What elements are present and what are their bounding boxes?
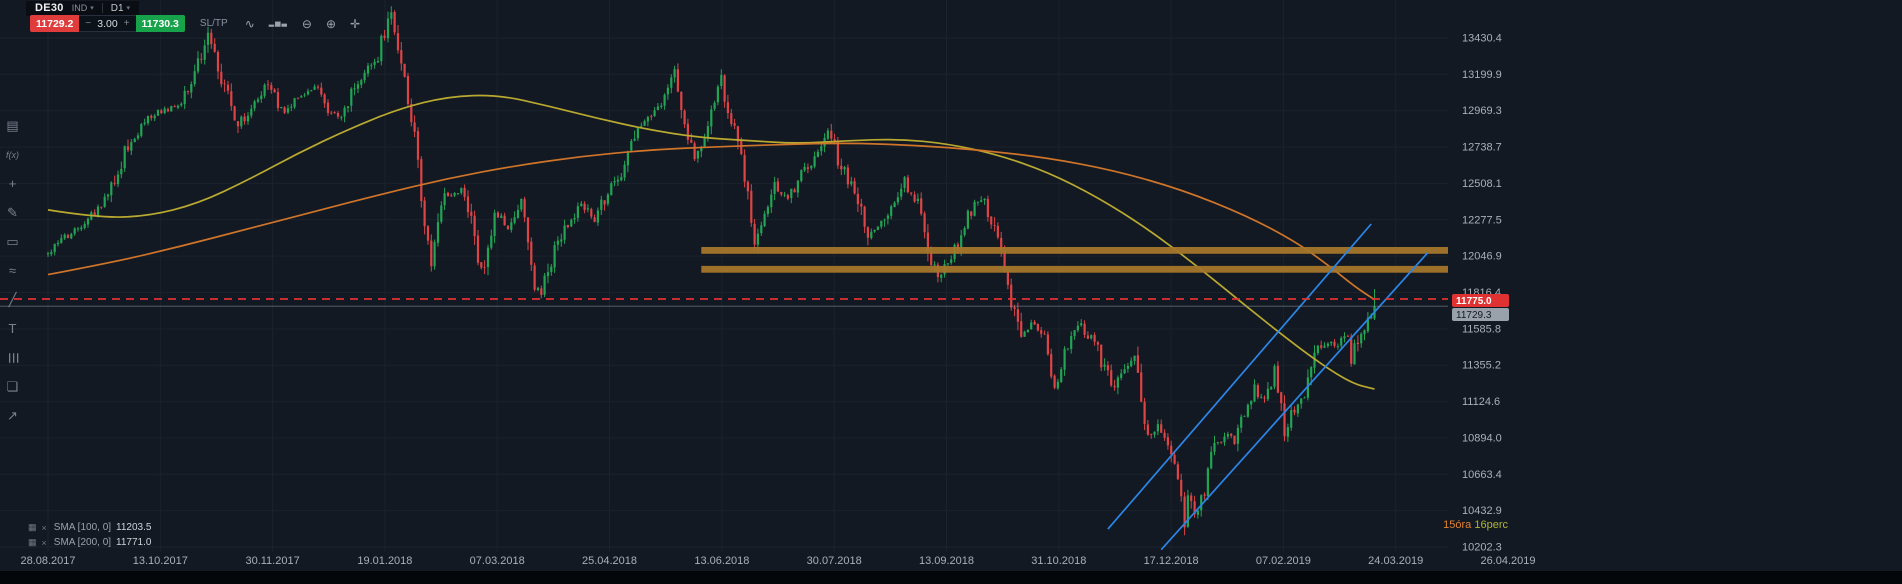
shapes-icon[interactable]: ▭ [6,234,19,249]
indicator-settings-icon[interactable]: ▦ [28,522,37,532]
panels-icon[interactable]: ▤ [6,118,19,133]
trendline-tool-icon[interactable]: ╱ [8,292,17,307]
chevron-down-icon: ▾ [90,5,94,12]
draw-pencil-icon[interactable]: ✎ [7,205,18,220]
text-tool-icon[interactable]: T [8,321,17,336]
svg-text:11124.6: 11124.6 [1462,396,1500,408]
svg-text:11775.0: 11775.0 [1456,296,1492,307]
svg-text:13.06.2018: 13.06.2018 [694,555,749,567]
add-instrument-icon[interactable]: + [8,176,17,191]
svg-text:12738.7: 12738.7 [1462,142,1502,154]
symbol-bar: DE30 IND ▾ D1 ▾ [26,1,140,16]
svg-text:25.04.2018: 25.04.2018 [582,555,637,567]
svg-text:12277.5: 12277.5 [1462,214,1502,226]
indicator-label: SMA [100, 0] [53,522,112,533]
svg-text:11729.3: 11729.3 [1456,310,1492,321]
svg-text:30.11.2017: 30.11.2017 [245,555,299,567]
wave-pattern-icon[interactable]: ≈ [8,263,17,278]
svg-text:19.01.2018: 19.01.2018 [357,555,412,567]
sell-button[interactable]: 11729.2 [30,15,80,32]
divider [101,3,103,13]
svg-text:07.02.2019: 07.02.2019 [1256,555,1311,567]
indicator-legend-row: ▦ × SMA [100, 0] 11203.5 [28,520,151,535]
svg-text:31.10.2018: 31.10.2018 [1031,555,1086,567]
indicator-remove-icon[interactable]: × [41,522,47,533]
pan-crosshair-icon[interactable]: ✛ [350,16,361,31]
svg-text:10202.3: 10202.3 [1462,542,1502,554]
svg-text:30.07.2018: 30.07.2018 [807,555,862,567]
svg-text:13.09.2018: 13.09.2018 [919,555,974,567]
volume-value: 3.00 [97,17,118,30]
candle-countdown: 15óra 16perc [1230,519,1508,531]
symbol-name: DE30 [35,2,64,14]
trade-bar: 11729.2 − 3.00 + 11730.3 SL/TP ∿ ▂▅▃ ⊖ ⊕ ✛ [30,15,360,32]
svg-text:11355.2: 11355.2 [1462,360,1501,372]
svg-text:24.03.2019: 24.03.2019 [1368,555,1423,567]
indicator-legend: ▦ × SMA [100, 0] 11203.5 ▦ × SMA [200, 0] 11771… [28,520,151,550]
indicator-label: SMA [200, 0] [53,537,112,548]
drawing-toolbar: ▤ f(x) + ✎ ▭ ≈ ╱ T ☰ ❏ ↗ [0,118,25,424]
svg-text:13430.4: 13430.4 [1462,33,1502,45]
svg-text:12046.9: 12046.9 [1462,251,1502,263]
indicator-legend-row: ▦ × SMA [200, 0] 11771.0 [28,535,151,550]
svg-text:13199.9: 13199.9 [1462,69,1502,81]
objects-layers-icon[interactable]: ❏ [6,379,19,394]
svg-text:28.08.2017: 28.08.2017 [20,555,75,567]
svg-text:10663.4: 10663.4 [1462,469,1502,481]
countdown-minutes: 16perc [1474,519,1508,531]
zoom-in-icon[interactable]: ⊕ [325,16,337,31]
market-type-label: IND [71,3,88,13]
indicator-value: 11203.5 [116,522,152,533]
countdown-hours: 15óra [1443,519,1472,531]
indicator-remove-icon[interactable]: × [41,537,47,548]
indicator-settings-icon[interactable]: ▦ [28,537,37,547]
line-chart-type-icon[interactable]: ∿ [244,16,255,31]
volume-decrease-button[interactable]: − [85,18,92,29]
zoom-out-icon[interactable]: ⊖ [301,16,312,31]
volume-increase-button[interactable]: + [123,18,130,29]
share-icon[interactable]: ↗ [7,408,18,423]
volume-stepper[interactable]: − 3.00 + [79,15,136,32]
timeframe-dropdown[interactable]: D1 ▾ [111,3,130,14]
svg-text:10432.9: 10432.9 [1462,505,1502,517]
timeframe-label: D1 [110,2,124,14]
svg-text:12508.1: 12508.1 [1462,178,1502,190]
chart-toolbar: ∿ ▂▅▃ ⊖ ⊕ ✛ [245,18,360,30]
svg-text:17.12.2018: 17.12.2018 [1144,555,1199,567]
svg-text:10894.0: 10894.0 [1462,432,1502,444]
indicator-bars-icon[interactable]: ▂▅▃ [268,20,288,27]
sltp-button[interactable]: SL/TP [199,18,228,29]
chevron-down-icon: ▾ [126,5,131,12]
fx-indicators-icon[interactable]: f(x) [6,150,19,160]
svg-text:12969.3: 12969.3 [1462,105,1502,117]
svg-text:07.03.2018: 07.03.2018 [470,555,525,567]
bottom-strip [0,571,1902,584]
volume-bars-icon[interactable]: ☰ [5,352,21,364]
buy-button[interactable]: 11730.3 [135,15,185,32]
svg-text:13.10.2017: 13.10.2017 [133,555,188,567]
indicator-value: 11771.0 [116,537,152,548]
svg-text:11585.8: 11585.8 [1462,323,1501,335]
svg-text:26.04.2019: 26.04.2019 [1480,555,1535,567]
market-type-dropdown[interactable]: IND ▾ [72,3,94,13]
